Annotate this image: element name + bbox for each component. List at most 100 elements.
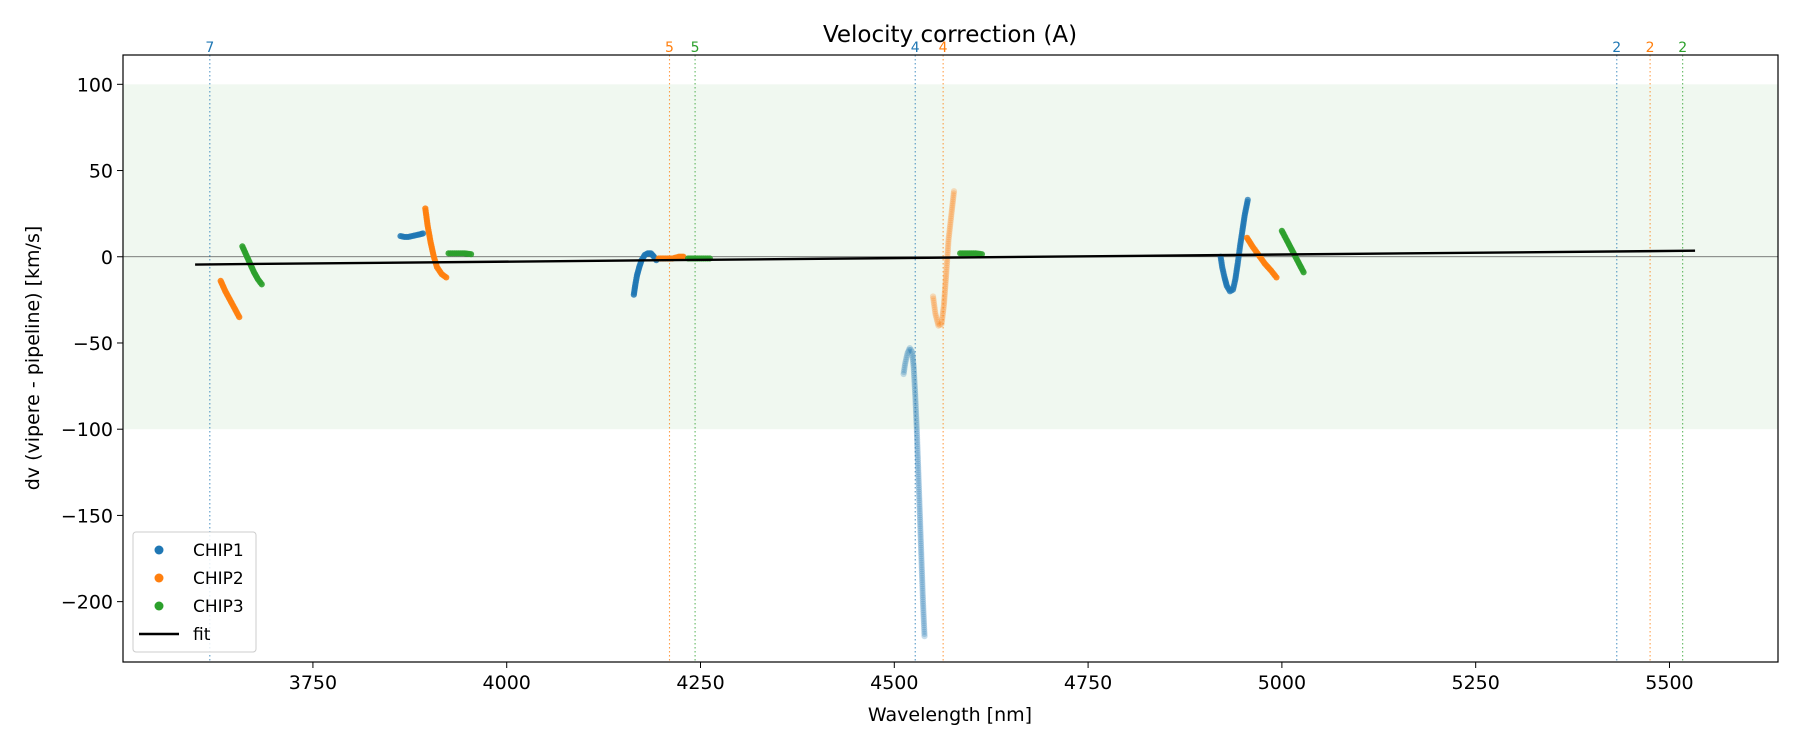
data-point — [914, 441, 921, 448]
data-point — [919, 585, 926, 592]
data-point — [913, 421, 920, 428]
x-tick-label: 3750 — [289, 672, 337, 694]
data-point — [950, 188, 958, 195]
data-point — [919, 589, 926, 597]
data-point — [916, 503, 923, 510]
data-point — [913, 428, 920, 435]
data-point — [910, 364, 917, 371]
data-point — [918, 548, 925, 556]
data-point — [907, 346, 915, 353]
data-point — [1300, 269, 1307, 276]
data-point — [950, 192, 957, 199]
data-point — [941, 291, 948, 298]
data-point — [950, 194, 957, 201]
series-chip2 — [217, 188, 1280, 329]
data-point — [911, 381, 918, 388]
legend-label: CHIP1 — [193, 541, 244, 561]
data-point — [920, 611, 927, 618]
order-marker-label: 4 — [911, 40, 920, 56]
data-point — [947, 217, 954, 224]
y-tick-label: −150 — [61, 505, 113, 527]
data-point — [921, 633, 928, 640]
data-point — [911, 383, 918, 390]
data-point — [903, 352, 911, 359]
y-tick-label: −100 — [61, 419, 113, 441]
order-marker-label: 2 — [1646, 40, 1655, 56]
data-point — [902, 356, 910, 363]
data-point — [917, 531, 924, 538]
data-point — [913, 411, 920, 418]
data-point — [930, 297, 937, 304]
data-point — [901, 364, 908, 371]
data-point — [945, 240, 952, 247]
data-point — [920, 622, 928, 629]
data-point — [948, 210, 955, 218]
data-point — [947, 221, 954, 228]
data-point — [917, 533, 924, 541]
legend-box — [132, 531, 257, 653]
plot-frame — [122, 54, 1779, 663]
data-point — [902, 358, 909, 365]
data-point — [921, 624, 928, 631]
x-tick-label: 4500 — [870, 672, 918, 694]
data-point — [931, 306, 938, 313]
data-point — [910, 360, 917, 367]
data-point — [913, 432, 921, 439]
data-point — [918, 559, 925, 566]
data-point — [904, 350, 911, 357]
data-point — [945, 236, 952, 243]
data-point — [915, 469, 922, 476]
data-point — [916, 497, 923, 504]
data-point — [918, 551, 925, 558]
data-point — [932, 312, 940, 319]
data-point — [917, 542, 925, 549]
data-point — [942, 277, 949, 284]
data-point — [949, 196, 957, 203]
data-point — [930, 295, 937, 302]
data-point — [947, 215, 955, 222]
chart-title: Velocity correction (A) — [823, 22, 1077, 48]
data-point — [915, 467, 922, 474]
data-point — [911, 372, 918, 379]
y-tick-label: 50 — [89, 161, 113, 183]
data-point — [918, 555, 925, 562]
data-point — [931, 304, 938, 311]
data-point — [945, 242, 952, 250]
data-point — [939, 310, 946, 317]
data-point — [905, 348, 912, 355]
data-point — [916, 510, 923, 517]
y-tick-label: 100 — [77, 74, 113, 96]
data-point — [920, 617, 927, 625]
data-point — [915, 484, 922, 491]
fit-line — [195, 249, 1696, 266]
data-point — [914, 456, 921, 463]
data-point — [916, 501, 923, 508]
data-point — [942, 283, 949, 290]
order-marker-label: 5 — [691, 40, 700, 56]
order-marker-label: 5 — [665, 40, 674, 56]
data-point — [909, 348, 916, 355]
data-point — [940, 304, 947, 311]
data-point — [912, 398, 919, 405]
data-point — [940, 301, 948, 309]
series-chip1 — [397, 196, 1251, 640]
data-point — [913, 430, 921, 437]
x-tick-label: 4750 — [1064, 672, 1112, 694]
data-point — [900, 370, 907, 378]
data-point — [949, 198, 956, 205]
data-point — [930, 299, 938, 306]
data-point — [917, 544, 925, 551]
data-point — [919, 598, 927, 605]
order-marker-label: 7 — [205, 40, 214, 56]
data-point — [940, 306, 947, 313]
data-point — [917, 518, 924, 525]
data-point — [934, 318, 941, 325]
data-point — [919, 587, 926, 594]
data-point — [919, 574, 926, 582]
order-marker-label: 2 — [1678, 40, 1687, 56]
data-point — [901, 362, 908, 369]
data-point — [941, 297, 948, 305]
data-point — [949, 202, 956, 209]
data-point — [680, 253, 687, 260]
